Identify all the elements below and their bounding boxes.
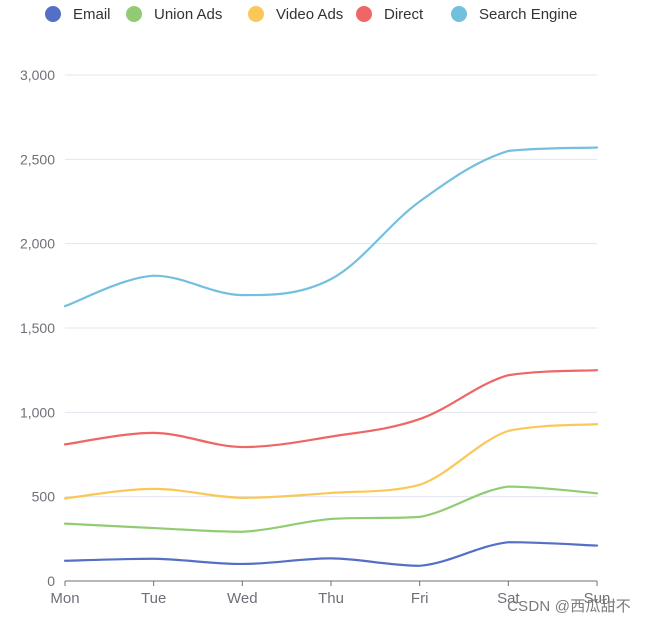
x-tick-label: Wed [227, 590, 258, 607]
legend-marker [451, 6, 467, 22]
y-tick-label: 500 [32, 489, 56, 505]
legend-label: Search Engine [479, 6, 577, 23]
legend-item-email[interactable]: Email [45, 6, 111, 23]
x-tick-label: Mon [50, 590, 79, 607]
legend-label: Video Ads [276, 6, 343, 23]
legend-marker [356, 6, 372, 22]
legend-marker [126, 6, 142, 22]
x-tick-label: Sun [584, 590, 611, 607]
legend-marker [248, 6, 264, 22]
y-axis: 0 500 1,000 1,500 2,000 2,500 3,000 [20, 67, 55, 589]
series-line-search-engine [63, 146, 599, 308]
series-line-email [63, 541, 599, 567]
legend-item-direct[interactable]: Direct [356, 6, 424, 23]
legend-item-union-ads[interactable]: Union Ads [126, 6, 222, 23]
x-tick-label: Tue [141, 590, 166, 607]
watermark: CSDN @西瓜甜不 [507, 598, 631, 615]
series-lines [63, 146, 599, 567]
x-tick-label: Thu [318, 590, 344, 607]
series-line-video-ads [63, 423, 599, 500]
x-axis: Mon Tue Wed Thu Fri Sat Sun [50, 580, 611, 607]
legend-marker [45, 6, 61, 22]
series-line-direct [63, 369, 599, 449]
legend-label: Direct [384, 6, 424, 23]
y-tick-label: 2,000 [20, 236, 55, 252]
legend-item-search-engine[interactable]: Search Engine [451, 6, 577, 23]
x-tick-label: Fri [411, 590, 429, 607]
legend-label: Email [73, 6, 111, 23]
legend-item-video-ads[interactable]: Video Ads [248, 6, 343, 23]
y-tick-label: 1,000 [20, 404, 55, 420]
x-tick-label: Sat [497, 590, 520, 607]
grid-lines [65, 74, 597, 498]
legend: Email Union Ads Video Ads Direct Search Engi… [45, 6, 577, 23]
y-tick-label: 3,000 [20, 67, 55, 83]
series-line-union-ads [63, 485, 599, 533]
legend-label: Union Ads [154, 6, 222, 23]
y-tick-label: 1,500 [20, 320, 55, 336]
y-tick-label: 0 [47, 573, 55, 589]
y-tick-label: 2,500 [20, 151, 55, 167]
